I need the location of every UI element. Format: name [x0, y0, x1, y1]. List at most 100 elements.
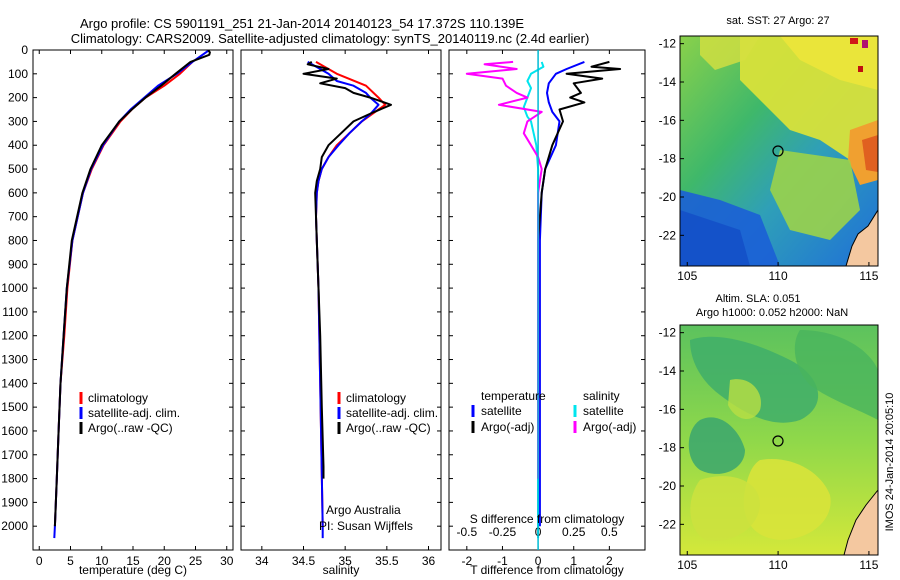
temperature-series	[53, 50, 211, 539]
salinity-legend: climatology satellite-adj. clim. Argo(..…	[337, 391, 438, 435]
depth-axis: 0 100 200 300 400 500 600 700 800 900 1000 1100 1200…	[1, 43, 645, 533]
x-tick-label: 35	[338, 554, 352, 568]
depth-tick-label: 1800	[1, 472, 28, 486]
salinity-xlabel: salinity	[323, 563, 360, 577]
argo-position-marker	[772, 145, 784, 157]
map-y-tick-label: -18	[659, 441, 677, 455]
map-y-tick-label: -16	[659, 113, 677, 127]
salinity-panel-frame	[240, 49, 442, 551]
sla-map-frame	[679, 324, 879, 556]
sst-map-image	[680, 36, 878, 266]
x-tick-label: 10	[95, 554, 109, 568]
difference-panel-frame	[448, 49, 646, 551]
depth-tick-label: 900	[8, 257, 28, 271]
map-y-tick-label: -20	[659, 190, 677, 204]
argo-australia-label: Argo Australia	[326, 503, 401, 517]
legend-label-s-satellite: satellite	[583, 404, 624, 418]
x-top-tick-label: 0.5	[601, 525, 618, 539]
sla-map-title1: Altim. SLA: 0.051	[716, 293, 801, 305]
x-tick-label: 20	[158, 554, 172, 568]
x-tick-label: -2	[461, 554, 472, 568]
depth-tick-label: 1200	[1, 329, 28, 343]
legend-label-argo: Argo(..raw -QC)	[88, 421, 173, 435]
difference-top-xlabel: S difference from climatology	[470, 512, 625, 526]
pi-label: PI: Susan Wijffels	[319, 519, 413, 533]
map-x-tick-label: 105	[677, 558, 697, 572]
sst-map-axes: 105 110 115 -12 -14 -16 -18 -20 -22	[659, 37, 879, 283]
series-line-argo	[302, 61, 392, 479]
sla-map-title2: Argo h1000: 0.052 h2000: NaN	[696, 307, 848, 319]
depth-tick-label: 2000	[1, 519, 28, 533]
map-x-tick-label: 115	[859, 558, 878, 572]
depth-tick-label: 700	[8, 210, 28, 224]
temperature-xlabel: temperature (deg C)	[79, 563, 187, 577]
map-y-tick-label: -18	[659, 152, 677, 166]
map-y-tick-label: -14	[659, 364, 677, 378]
series-line-t-satellite	[538, 60, 585, 527]
map-y-tick-label: -22	[659, 517, 677, 531]
map-y-tick-label: -16	[659, 402, 677, 416]
figure-title-line1: Argo profile: CS 5901191_251 21-Jan-2014…	[80, 16, 524, 31]
sst-map-title: sat. SST: 27 Argo: 27	[726, 15, 829, 27]
x-tick-label: 30	[220, 554, 234, 568]
legend-title-temperature: temperature	[481, 389, 546, 403]
figure-title-line2: Climatology: CARS2009. Satellite-adjuste…	[71, 31, 590, 46]
map-y-tick-label: -12	[659, 37, 677, 51]
map-x-tick-label: 115	[859, 269, 878, 283]
x-axis-ticks: 0 5 10 15 20 25 30 34 34.5 35 35.5 36 -2 -1 0 1 2 -0.5 -0.…	[36, 50, 618, 568]
difference-legend-salinity: salinity satellite Argo(-adj)	[573, 389, 636, 434]
depth-tick-label: 300	[8, 114, 28, 128]
legend-label-satellite: satellite-adj. clim.	[346, 406, 438, 420]
temperature-legend: climatology satellite-adj. clim. Argo(..…	[79, 391, 180, 435]
difference-xlabel: T difference from climatology	[470, 563, 624, 577]
sst-map-frame	[679, 35, 879, 267]
legend-title-salinity: salinity	[583, 389, 620, 403]
map-x-tick-label: 105	[677, 269, 697, 283]
depth-tick-label: 1400	[1, 376, 28, 390]
legend-label-argo: Argo(..raw -QC)	[346, 421, 431, 435]
depth-tick-label: 1900	[1, 495, 28, 509]
x-tick-label: 34.5	[292, 554, 316, 568]
map-y-tick-label: -12	[659, 326, 677, 340]
depth-tick-label: 1700	[1, 448, 28, 462]
x-tick-label: 36	[422, 554, 436, 568]
map-x-tick-label: 110	[769, 269, 788, 283]
depth-tick-label: 1100	[2, 305, 28, 319]
map-y-tick-label: -22	[659, 228, 677, 242]
x-tick-label: 5	[67, 554, 74, 568]
x-tick-label: 25	[189, 554, 203, 568]
x-tick-label: 1	[570, 554, 577, 568]
temperature-panel-frame	[32, 49, 234, 551]
x-tick-label: 0	[535, 554, 542, 568]
legend-label-t-satellite: satellite	[481, 404, 522, 418]
x-tick-label: 34	[255, 554, 269, 568]
map-y-tick-label: -14	[659, 75, 677, 89]
depth-tick-label: 1300	[1, 353, 28, 367]
x-top-tick-label: -0.25	[489, 525, 517, 539]
x-tick-label: 15	[126, 554, 140, 568]
depth-tick-label: 400	[8, 138, 28, 152]
x-top-tick-label: 0.25	[562, 525, 586, 539]
map-x-tick-label: 110	[769, 558, 788, 572]
x-tick-label: 0	[36, 554, 43, 568]
x-top-tick-label: -0.5	[456, 525, 477, 539]
sla-map-image	[680, 325, 878, 555]
depth-tick-label: 1000	[1, 281, 28, 295]
depth-tick-label: 0	[21, 43, 28, 57]
legend-label-satellite: satellite-adj. clim.	[88, 406, 180, 420]
legend-label-t-argo: Argo(-adj)	[481, 420, 534, 434]
x-tick-label: 2	[606, 554, 613, 568]
legend-label-s-argo: Argo(-adj)	[583, 420, 636, 434]
x-tick-label: -1	[497, 554, 508, 568]
map-y-tick-label: -20	[659, 479, 677, 493]
salinity-series	[302, 61, 392, 539]
depth-tick-label: 100	[8, 67, 28, 81]
depth-tick-label: 600	[8, 186, 28, 200]
imos-watermark: IMOS 24-Jan-2014 20:05:10	[884, 393, 896, 532]
depth-tick-label: 1600	[1, 424, 28, 438]
depth-tick-label: 200	[8, 91, 28, 105]
argo-position-marker-sla	[772, 435, 784, 447]
depth-tick-label: 500	[8, 162, 28, 176]
legend-label-climatology: climatology	[346, 391, 406, 405]
